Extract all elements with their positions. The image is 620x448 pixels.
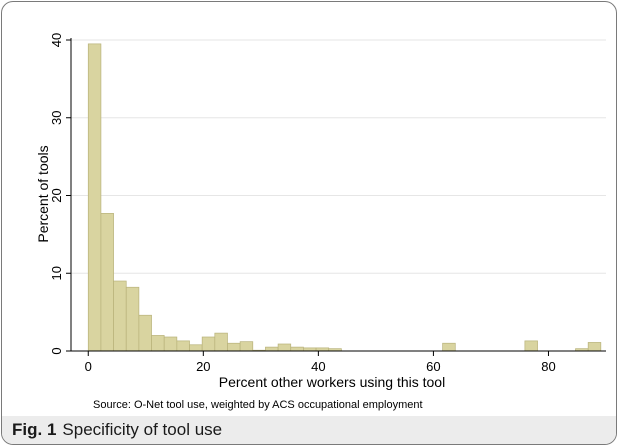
y-tick-label: 20 <box>49 188 64 202</box>
y-tick-label: 40 <box>49 33 64 47</box>
source-note: Source: O-Net tool use, weighted by ACS … <box>93 399 423 411</box>
y-tick-label: 30 <box>49 111 64 125</box>
histogram-bar <box>587 342 602 352</box>
histogram-bar <box>277 343 292 352</box>
y-tick-label: 0 <box>49 347 64 354</box>
histogram-bar <box>290 346 304 352</box>
x-tick-label: 80 <box>541 359 555 374</box>
caption-band: Fig. 1 Specificity of tool use <box>2 416 616 444</box>
histogram-bar <box>113 280 127 352</box>
histogram-chart: 0 10 20 30 40 0 20 40 60 80 Percent of tools Perc… <box>35 33 606 411</box>
histogram-bar <box>265 346 279 352</box>
histogram-bar <box>214 332 228 352</box>
histogram-bar <box>524 340 538 352</box>
histogram-bar <box>227 342 241 352</box>
x-tick-label: 0 <box>85 359 92 374</box>
histogram-bar <box>201 336 216 352</box>
histogram-bar <box>189 344 203 352</box>
histogram-bar <box>239 341 254 352</box>
histogram-bar <box>138 314 152 352</box>
x-tick-label: 20 <box>196 359 210 374</box>
histogram-bar <box>87 43 102 352</box>
x-axis-title: Percent other workers using this tool <box>219 374 445 390</box>
figure-label: Fig. 1 <box>12 420 57 439</box>
x-tick-label: 60 <box>426 359 440 374</box>
histogram-bar <box>442 342 456 352</box>
y-axis-title: Percent of tools <box>35 145 51 242</box>
x-tick-label: 40 <box>311 359 325 374</box>
axes: 0 10 20 30 40 0 20 40 60 80 <box>49 33 606 374</box>
histogram-bars <box>87 43 602 352</box>
figure-caption: Fig. 1 Specificity of tool use <box>12 420 222 440</box>
gridlines <box>71 39 606 274</box>
histogram-bar <box>125 286 140 352</box>
histogram-bar <box>151 335 165 352</box>
histogram-bar <box>163 336 178 352</box>
figure-title: Specificity of tool use <box>62 420 223 439</box>
histogram-bar <box>176 340 190 352</box>
histogram-bar <box>100 213 114 352</box>
y-tick-label: 10 <box>49 266 64 280</box>
